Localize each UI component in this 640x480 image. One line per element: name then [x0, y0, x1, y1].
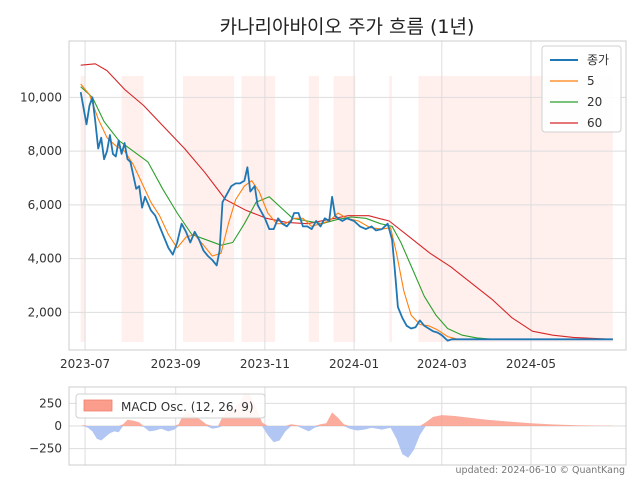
- price-y-tick-label-0: 2,000: [28, 305, 62, 319]
- price-plot-frame: [68, 40, 627, 351]
- price-x-tick-label-5: 2024-05: [506, 357, 556, 371]
- macd-oscillator-area: [80, 393, 613, 458]
- macd-plot-frame: [68, 386, 627, 466]
- legend-label-ma20: 20: [587, 95, 602, 109]
- legend-label-ma5: 5: [587, 74, 595, 88]
- price-x-tick-label-1: 2023-09: [151, 357, 201, 371]
- price-x-tick-label-4: 2024-03: [417, 357, 467, 371]
- macd-panel: 250 0 −250 MACD Osc. (12, 26, 9): [29, 386, 627, 466]
- price-gridlines: [69, 41, 626, 350]
- shaded-period-6: [389, 75, 393, 342]
- shaded-period-1: [121, 75, 144, 342]
- shaded-period-0: [80, 75, 86, 342]
- price-y-tick-label-1: 4,000: [28, 252, 62, 266]
- macd-legend-label: MACD Osc. (12, 26, 9): [121, 400, 254, 414]
- footer-updated: updated: 2024-06-10 © QuantKang: [456, 465, 625, 476]
- price-y-tick-label-4: 10,000: [20, 90, 62, 104]
- macd-y-tick-label-0: 250: [39, 396, 62, 410]
- price-legend: 종가 5 20 60: [541, 45, 622, 133]
- macd-y-tick-label-1: 0: [54, 419, 62, 433]
- chart-title: 카나리아바이오 주가 흐름 (1년): [220, 16, 475, 38]
- shaded-period-5: [333, 75, 356, 342]
- price-x-tick-label-0: 2023-07: [60, 357, 110, 371]
- legend-label-close: 종가: [587, 53, 609, 67]
- shaded-period-4: [308, 75, 319, 342]
- macd-legend: MACD Osc. (12, 26, 9): [75, 393, 266, 419]
- series-line-ma5: [80, 83, 613, 340]
- price-x-tick-label-2: 2023-11: [240, 357, 290, 371]
- shaded-period-3: [241, 75, 276, 342]
- shaded-period-2: [183, 75, 235, 342]
- macd-y-axis: 250 0 −250: [29, 396, 62, 455]
- price-shaded-periods: [80, 75, 613, 342]
- price-y-tick-label-3: 8,000: [28, 144, 62, 158]
- price-y-tick-label-2: 6,000: [28, 198, 62, 212]
- series-line-close: [79, 91, 613, 342]
- legend-label-ma60: 60: [587, 116, 602, 130]
- price-x-axis: 2023-07 2023-09 2023-11 2024-01 2024-03 2024-…: [60, 357, 556, 371]
- price-x-tick-label-3: 2024-01: [329, 357, 379, 371]
- price-y-axis: 2,000 4,000 6,000 8,000 10,000: [20, 90, 62, 319]
- macd-y-tick-label-2: −250: [29, 442, 62, 456]
- macd-positive-area: [80, 393, 613, 426]
- macd-legend-box: [75, 393, 266, 419]
- macd-legend-swatch: [83, 399, 113, 412]
- legend-box: [541, 45, 622, 133]
- price-series: [79, 63, 613, 342]
